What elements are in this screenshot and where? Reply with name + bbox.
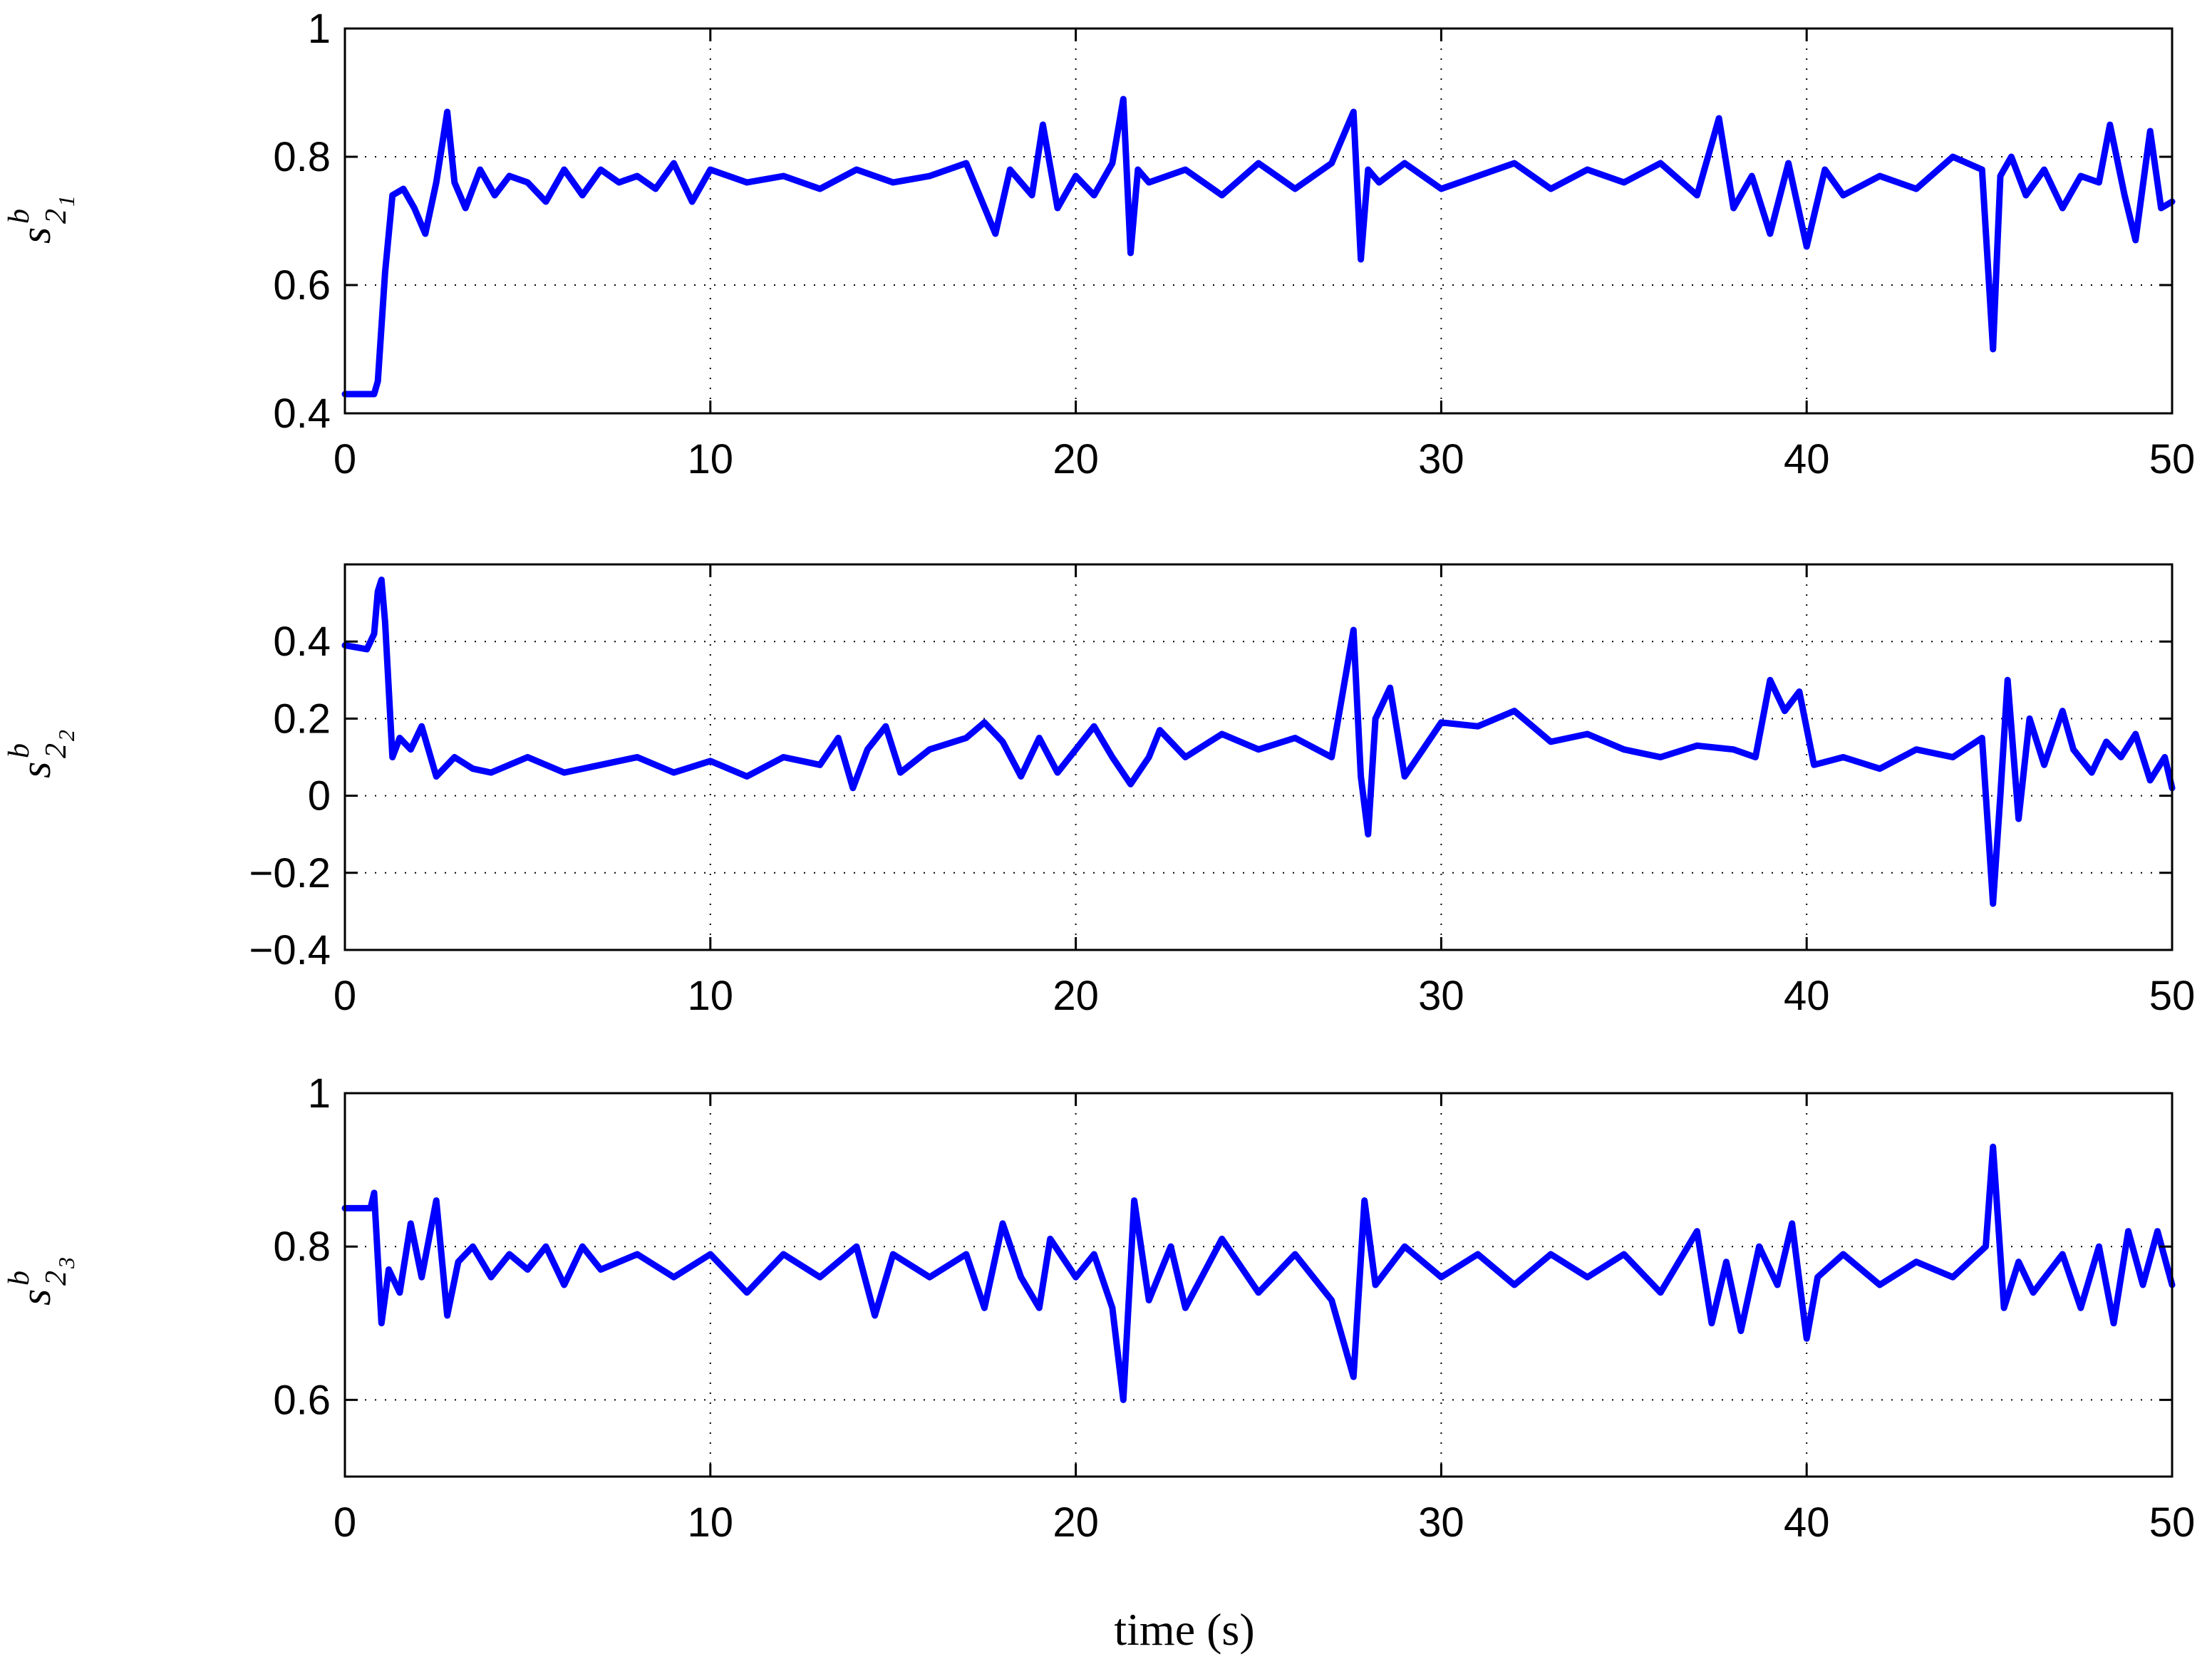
y-label-base: s xyxy=(12,762,59,778)
axes-box xyxy=(343,563,2174,951)
y-label-subscript: 2 xyxy=(40,1271,73,1286)
y-tick-label: 0.8 xyxy=(273,134,331,180)
x-tick-label: 30 xyxy=(1418,1499,1464,1546)
x-tick-label: 30 xyxy=(1418,436,1464,482)
x-tick-label: 0 xyxy=(334,1499,356,1546)
y-label-subscript: 2 xyxy=(40,743,73,758)
x-tick-label: 50 xyxy=(2149,973,2196,1019)
x-tick-label: 20 xyxy=(1053,1499,1099,1546)
series-line xyxy=(341,577,2176,907)
x-tick-label: 30 xyxy=(1418,973,1464,1019)
y-tick-label: 0.4 xyxy=(273,619,331,665)
y-label-superscript: b xyxy=(3,209,36,224)
series-line xyxy=(341,1143,2176,1403)
x-tick-label: 50 xyxy=(2149,436,2196,482)
y-tick-label: 0.6 xyxy=(273,1377,331,1423)
x-axis-label: time (s) xyxy=(1114,1604,1254,1655)
x-tick-label: 40 xyxy=(1784,973,1830,1019)
y-tick-label: 0.8 xyxy=(273,1224,331,1270)
y-tick-label: 1 xyxy=(308,1070,331,1117)
y-tick-label: −0.2 xyxy=(249,850,331,896)
subplot-1: 0 10 20 30 40 50 0.4 0.6 0.8 1 sb 2 1 xyxy=(3,6,2195,482)
x-tick-label: 50 xyxy=(2149,1499,2196,1546)
y-label-superscript: b xyxy=(3,743,36,758)
y-label-base: s xyxy=(12,227,59,244)
x-tick-label: 10 xyxy=(688,973,734,1019)
subplot-2: 0 10 20 30 40 50−0.4−0.200.20.4sb 22 xyxy=(3,563,2196,1019)
y-tick-label: 0.6 xyxy=(273,262,331,309)
x-tick-label: 10 xyxy=(688,436,734,482)
y-tick-label: 0.2 xyxy=(273,696,331,742)
x-tick-label: 20 xyxy=(1053,436,1099,482)
y-tick-label: 0 xyxy=(308,773,331,820)
y-label-subscript: 2 xyxy=(40,209,73,224)
y-axis-label: sb 2 3 xyxy=(3,1257,79,1306)
subplot-3: 0 10 20 30 40 50 0.6 0.8 1 sb 2 3 xyxy=(3,1070,2195,1546)
y-label-base: s xyxy=(12,1289,59,1306)
y-tick-label: 0.4 xyxy=(273,391,331,437)
x-tick-label: 0 xyxy=(334,436,356,482)
y-label-subsubscript: 3 xyxy=(53,1257,79,1269)
x-tick-label: 40 xyxy=(1784,1499,1830,1546)
y-axis-label: sb 22 xyxy=(3,730,79,778)
x-tick-label: 20 xyxy=(1053,973,1099,1019)
y-label-subsubscript: 2 xyxy=(53,730,79,741)
y-label-subsubscript: 1 xyxy=(53,195,79,207)
axes-box xyxy=(343,27,2174,415)
y-tick-label: −0.4 xyxy=(249,927,331,973)
x-tick-label: 40 xyxy=(1784,436,1830,482)
x-tick-label: 0 xyxy=(334,973,356,1019)
y-axis-label: sb 2 1 xyxy=(3,195,79,244)
series-line xyxy=(341,95,2176,398)
x-tick-label: 10 xyxy=(688,1499,734,1546)
y-label-superscript: b xyxy=(3,1271,36,1286)
axes-box xyxy=(343,1092,2174,1478)
y-tick-label: 1 xyxy=(308,6,331,52)
